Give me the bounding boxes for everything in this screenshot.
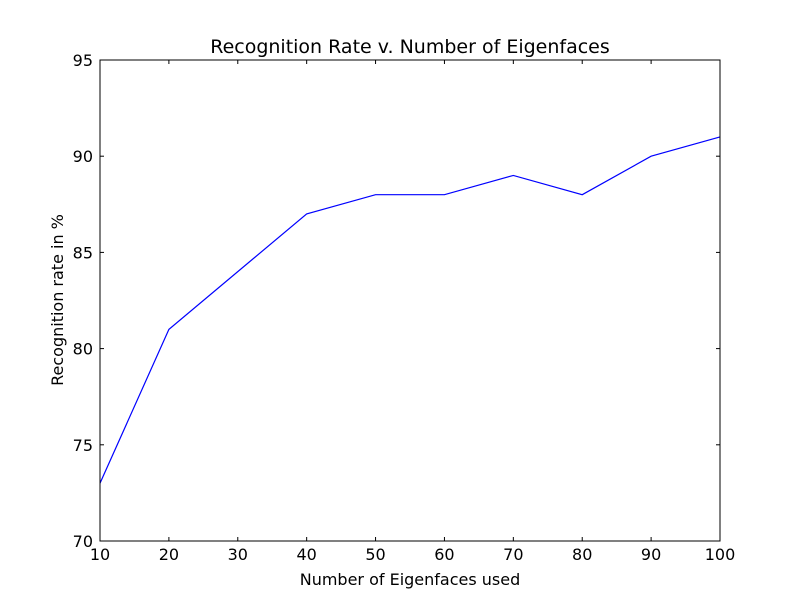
x-tick-label: 50 bbox=[365, 545, 385, 564]
x-tick-label: 100 bbox=[705, 545, 736, 564]
x-tick-label: 60 bbox=[434, 545, 454, 564]
y-tick-label: 85 bbox=[73, 243, 93, 262]
y-tick-label: 95 bbox=[73, 51, 93, 70]
y-tick-label: 90 bbox=[73, 147, 93, 166]
x-tick-label: 80 bbox=[572, 545, 592, 564]
x-tick-label: 40 bbox=[296, 545, 316, 564]
y-tick-label: 80 bbox=[73, 340, 93, 359]
x-tick-label: 90 bbox=[641, 545, 661, 564]
x-tick-label: 70 bbox=[503, 545, 523, 564]
y-axis-label: Recognition rate in % bbox=[48, 214, 67, 386]
x-tick-label: 30 bbox=[228, 545, 248, 564]
x-axis-label: Number of Eigenfaces used bbox=[300, 570, 521, 589]
y-tick-label: 75 bbox=[73, 436, 93, 455]
chart-title: Recognition Rate v. Number of Eigenfaces bbox=[210, 36, 610, 58]
x-tick-label: 20 bbox=[159, 545, 179, 564]
y-tick-label: 70 bbox=[73, 532, 93, 551]
